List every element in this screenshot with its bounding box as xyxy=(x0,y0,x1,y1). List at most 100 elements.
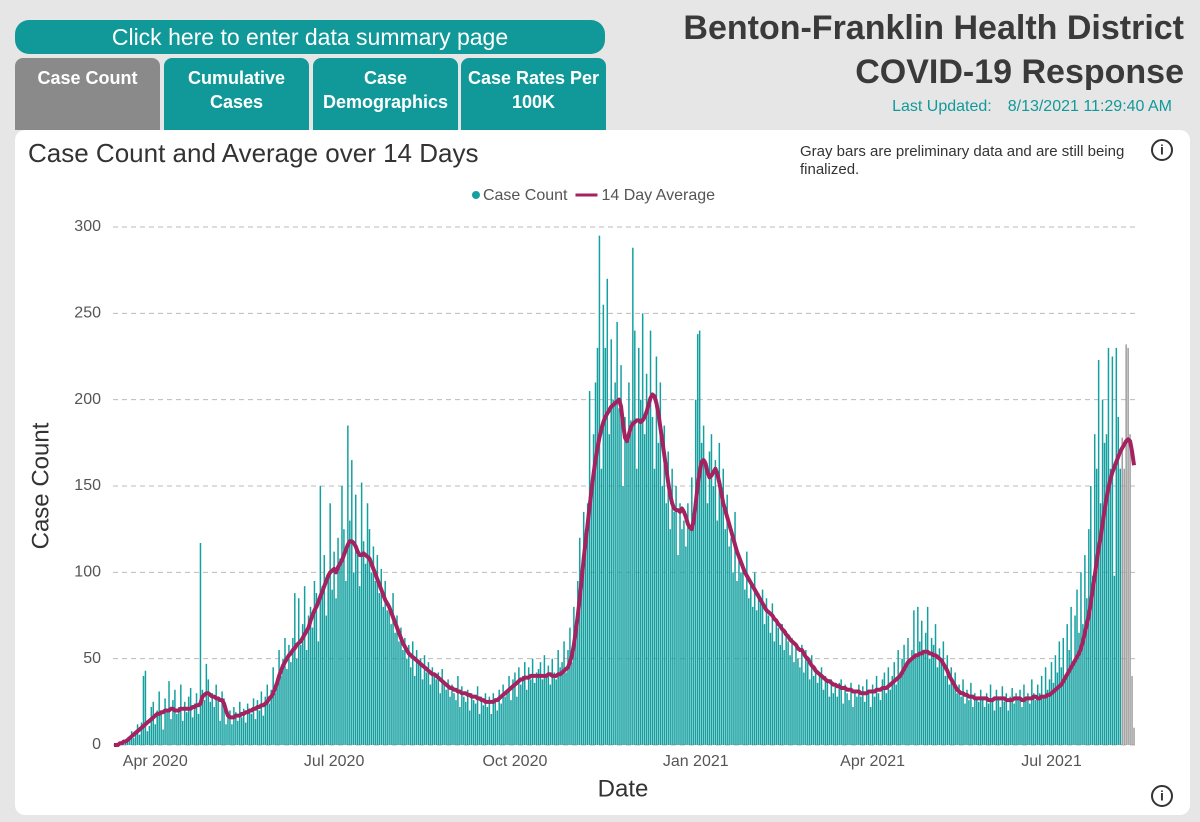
bar xyxy=(353,572,355,745)
bar xyxy=(820,667,823,745)
bar xyxy=(148,726,151,745)
bar xyxy=(883,672,886,745)
bar xyxy=(691,477,693,745)
bar xyxy=(577,580,579,745)
tab[interactable]: Case Rates Per 100K xyxy=(461,58,606,130)
bar xyxy=(1021,707,1023,745)
bar xyxy=(661,486,664,745)
info-icon[interactable]: i xyxy=(1151,139,1173,161)
bar xyxy=(417,663,420,745)
bar xyxy=(639,399,642,745)
bar xyxy=(689,529,691,745)
bar xyxy=(246,703,249,745)
bar xyxy=(1003,701,1006,745)
bar xyxy=(126,741,129,745)
bar xyxy=(732,572,734,745)
bar xyxy=(319,486,322,745)
bar xyxy=(854,689,856,745)
bar xyxy=(201,689,204,745)
bar xyxy=(942,641,945,745)
bar xyxy=(987,703,990,745)
bar xyxy=(645,373,648,745)
bar xyxy=(396,615,398,745)
bar xyxy=(1095,468,1098,745)
bar xyxy=(966,689,968,745)
summary-button[interactable]: Click here to enter data summary page xyxy=(15,20,605,54)
bar xyxy=(1019,689,1021,745)
y-tick-label: 100 xyxy=(74,564,101,581)
bar xyxy=(848,700,850,745)
bar xyxy=(783,650,785,745)
y-tick-label: 200 xyxy=(74,391,101,408)
bar xyxy=(665,503,668,745)
bar xyxy=(801,644,803,745)
bar xyxy=(803,672,805,745)
bar xyxy=(433,675,436,745)
bar xyxy=(358,586,361,745)
bar xyxy=(575,620,577,745)
bar xyxy=(620,365,622,745)
tab[interactable]: Cumulative Cases xyxy=(164,58,309,130)
bar xyxy=(443,682,445,745)
bar xyxy=(1036,684,1039,745)
bar xyxy=(146,731,149,745)
bar xyxy=(138,734,141,745)
bar xyxy=(223,698,225,745)
bar xyxy=(706,503,709,745)
bar xyxy=(174,689,176,745)
bar xyxy=(1044,667,1047,745)
bar xyxy=(979,689,982,745)
bar xyxy=(166,708,168,745)
bar xyxy=(488,696,491,745)
bar xyxy=(860,696,862,745)
y-tick-label: 150 xyxy=(74,477,101,494)
bar xyxy=(431,667,434,745)
bar xyxy=(524,662,526,745)
bar xyxy=(1062,637,1065,745)
bar xyxy=(626,442,628,745)
info-icon[interactable]: i xyxy=(1151,785,1173,807)
bar xyxy=(893,662,895,745)
bar xyxy=(512,679,514,745)
bar xyxy=(435,679,438,745)
bar xyxy=(292,637,294,745)
bar xyxy=(199,542,202,745)
bar xyxy=(897,650,899,745)
bar xyxy=(209,701,212,745)
bar xyxy=(506,693,508,745)
bar xyxy=(864,701,866,745)
bar xyxy=(753,572,756,745)
bar xyxy=(885,693,888,745)
bar xyxy=(795,644,797,745)
bar xyxy=(981,696,984,745)
bar xyxy=(183,701,186,745)
bar xyxy=(1007,710,1009,745)
bar xyxy=(793,662,795,745)
bar xyxy=(490,713,493,745)
bar xyxy=(305,650,308,745)
x-tick-label: Apr 2021 xyxy=(840,753,905,770)
svg-text:i: i xyxy=(1160,788,1164,804)
bar xyxy=(237,720,239,745)
bar xyxy=(470,693,473,745)
bar xyxy=(777,627,780,745)
tab[interactable]: Case Count xyxy=(15,58,160,130)
tab[interactable]: Case Demographics xyxy=(313,58,458,130)
bar xyxy=(797,658,799,745)
bar xyxy=(429,684,432,745)
bar xyxy=(948,684,951,745)
bar xyxy=(144,670,147,745)
bar xyxy=(592,434,595,745)
bar xyxy=(258,710,261,745)
bar xyxy=(301,624,304,745)
bar xyxy=(1011,688,1013,745)
bar xyxy=(239,701,241,745)
bar xyxy=(879,700,882,745)
x-tick-label: Jul 2021 xyxy=(1021,753,1082,770)
bar xyxy=(899,672,901,745)
legend: Case Count 14 Day Average xyxy=(471,187,715,204)
bar xyxy=(1066,624,1068,745)
bar xyxy=(584,529,587,745)
bar xyxy=(1064,679,1066,745)
bar xyxy=(1046,689,1049,745)
